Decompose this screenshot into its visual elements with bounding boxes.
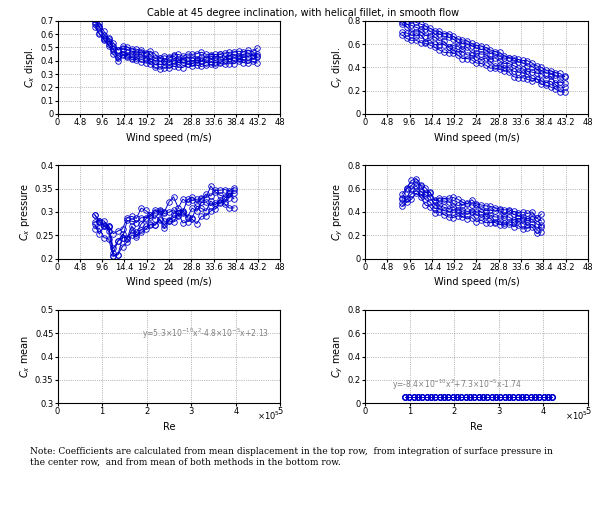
Text: y=-8.4$\times$10$^{-10}$x$^2$+7.3$\times$10$^{-5}$x-1.74: y=-8.4$\times$10$^{-10}$x$^2$+7.3$\times…: [391, 377, 521, 391]
Text: $\times 10^5$: $\times 10^5$: [258, 409, 281, 422]
Y-axis label: $C_y$ displ.: $C_y$ displ.: [330, 47, 345, 88]
X-axis label: Wind speed (m/s): Wind speed (m/s): [126, 277, 212, 287]
Y-axis label: $C_y$ mean: $C_y$ mean: [330, 335, 345, 378]
Text: y=5.3$\times$10$^{-10}$x$^2$-4.8$\times$10$^{-5}$x+2.13: y=5.3$\times$10$^{-10}$x$^2$-4.8$\times$…: [142, 327, 270, 341]
Y-axis label: $C_x$ displ.: $C_x$ displ.: [24, 47, 38, 88]
X-axis label: Re: Re: [163, 422, 175, 432]
X-axis label: Re: Re: [470, 422, 482, 432]
X-axis label: Wind speed (m/s): Wind speed (m/s): [433, 133, 519, 143]
Y-axis label: $C_x$ mean: $C_x$ mean: [18, 335, 32, 378]
Y-axis label: $C_y$ pressure: $C_y$ pressure: [330, 183, 345, 241]
Text: Note: Coefficients are calculated from mean displacement in the top row,  from i: Note: Coefficients are calculated from m…: [30, 447, 553, 467]
X-axis label: Wind speed (m/s): Wind speed (m/s): [433, 277, 519, 287]
Text: Cable at 45 degree inclination, with helical fillet, in smooth flow: Cable at 45 degree inclination, with hel…: [147, 8, 459, 18]
Y-axis label: $C_x$ pressure: $C_x$ pressure: [18, 183, 32, 241]
Text: $\times 10^5$: $\times 10^5$: [565, 409, 588, 422]
X-axis label: Wind speed (m/s): Wind speed (m/s): [126, 133, 212, 143]
